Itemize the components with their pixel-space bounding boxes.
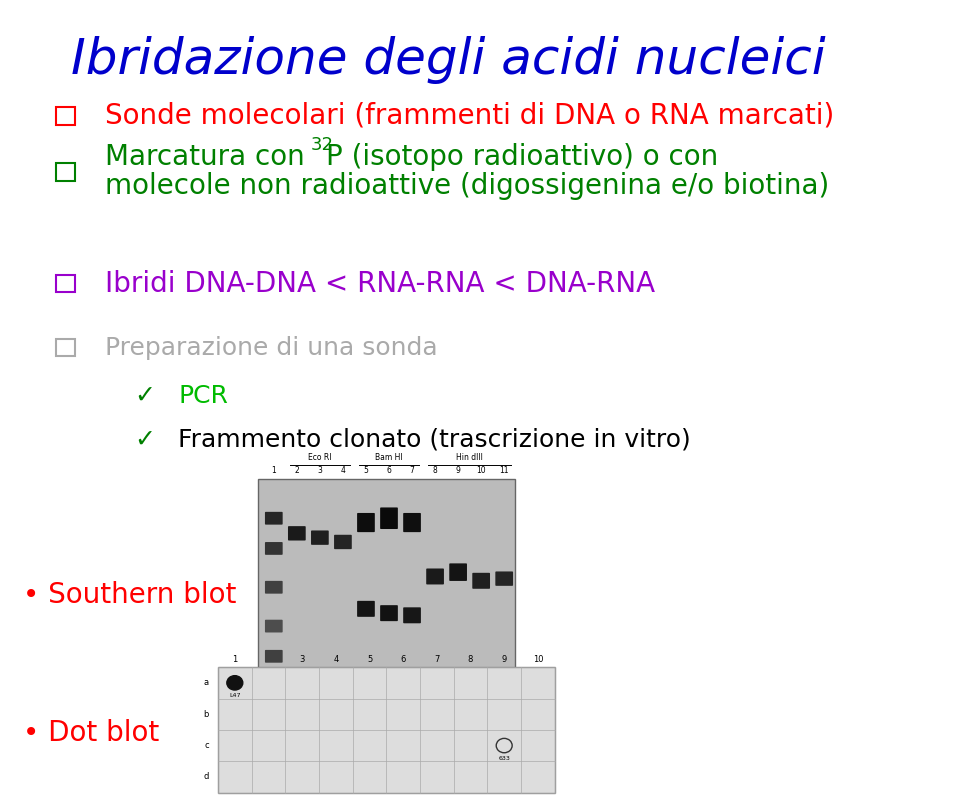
Text: 7: 7 xyxy=(434,655,440,664)
Text: L47: L47 xyxy=(229,694,241,698)
FancyBboxPatch shape xyxy=(449,563,467,581)
Text: c: c xyxy=(204,741,209,750)
Text: 2: 2 xyxy=(295,467,300,475)
Text: 6: 6 xyxy=(387,467,392,475)
Bar xyxy=(56,275,75,292)
Text: 10: 10 xyxy=(533,655,543,664)
Text: • Dot blot: • Dot blot xyxy=(23,719,159,748)
Text: PCR: PCR xyxy=(179,384,228,407)
FancyBboxPatch shape xyxy=(258,479,515,695)
FancyBboxPatch shape xyxy=(265,542,282,555)
FancyBboxPatch shape xyxy=(265,512,282,525)
FancyBboxPatch shape xyxy=(265,581,282,594)
FancyBboxPatch shape xyxy=(288,526,305,540)
Text: a: a xyxy=(204,678,209,687)
FancyBboxPatch shape xyxy=(380,605,397,621)
Text: Hin dIII: Hin dIII xyxy=(456,453,483,462)
Text: ✓: ✓ xyxy=(133,384,155,407)
Text: 3: 3 xyxy=(318,467,323,475)
Text: 32: 32 xyxy=(311,136,334,153)
Text: Bam HI: Bam HI xyxy=(375,453,403,462)
Text: 9: 9 xyxy=(501,655,507,664)
Text: 6: 6 xyxy=(400,655,406,664)
Text: d: d xyxy=(204,773,209,781)
Text: 2: 2 xyxy=(266,655,271,664)
Circle shape xyxy=(227,676,243,690)
FancyBboxPatch shape xyxy=(403,513,420,532)
Text: 8: 8 xyxy=(468,655,473,664)
FancyBboxPatch shape xyxy=(472,573,490,589)
FancyBboxPatch shape xyxy=(218,667,555,793)
Text: Ibridazione degli acidi nucleici: Ibridazione degli acidi nucleici xyxy=(71,36,826,84)
Text: Eco RI: Eco RI xyxy=(308,453,331,462)
Text: 633: 633 xyxy=(498,756,510,761)
Text: ✓: ✓ xyxy=(133,427,155,451)
FancyBboxPatch shape xyxy=(380,507,397,529)
FancyBboxPatch shape xyxy=(357,513,374,532)
Text: 1: 1 xyxy=(232,655,237,664)
Bar xyxy=(56,163,75,181)
Text: molecole non radioattive (digossigenina e/o biotina): molecole non radioattive (digossigenina … xyxy=(105,172,828,201)
Bar xyxy=(56,339,75,356)
Text: 8: 8 xyxy=(433,467,438,475)
Text: 4: 4 xyxy=(341,467,346,475)
Text: 5: 5 xyxy=(367,655,372,664)
FancyBboxPatch shape xyxy=(357,601,374,617)
FancyBboxPatch shape xyxy=(265,650,282,662)
Bar xyxy=(56,107,75,125)
Text: 11: 11 xyxy=(499,467,509,475)
FancyBboxPatch shape xyxy=(334,535,351,549)
Text: 7: 7 xyxy=(410,467,415,475)
Text: Ibridi DNA-DNA < RNA-RNA < DNA-RNA: Ibridi DNA-DNA < RNA-RNA < DNA-RNA xyxy=(105,269,655,298)
Text: Sonde molecolari (frammenti di DNA o RNA marcati): Sonde molecolari (frammenti di DNA o RNA… xyxy=(105,101,834,130)
Text: 1: 1 xyxy=(272,467,276,475)
Text: P (isotopo radioattivo) o con: P (isotopo radioattivo) o con xyxy=(326,143,718,172)
FancyBboxPatch shape xyxy=(265,620,282,633)
Text: 4: 4 xyxy=(333,655,339,664)
FancyBboxPatch shape xyxy=(495,571,513,586)
Text: Frammento clonato (trascrizione in vitro): Frammento clonato (trascrizione in vitro… xyxy=(179,427,691,451)
Text: 5: 5 xyxy=(364,467,369,475)
Text: b: b xyxy=(204,710,209,719)
FancyBboxPatch shape xyxy=(311,531,328,545)
Text: Marcatura con: Marcatura con xyxy=(105,143,313,172)
Text: Preparazione di una sonda: Preparazione di una sonda xyxy=(105,336,437,360)
Text: 9: 9 xyxy=(456,467,461,475)
FancyBboxPatch shape xyxy=(403,607,420,623)
Text: • Southern blot: • Southern blot xyxy=(23,581,236,610)
Text: 10: 10 xyxy=(476,467,486,475)
FancyBboxPatch shape xyxy=(426,569,444,585)
Text: 3: 3 xyxy=(300,655,305,664)
